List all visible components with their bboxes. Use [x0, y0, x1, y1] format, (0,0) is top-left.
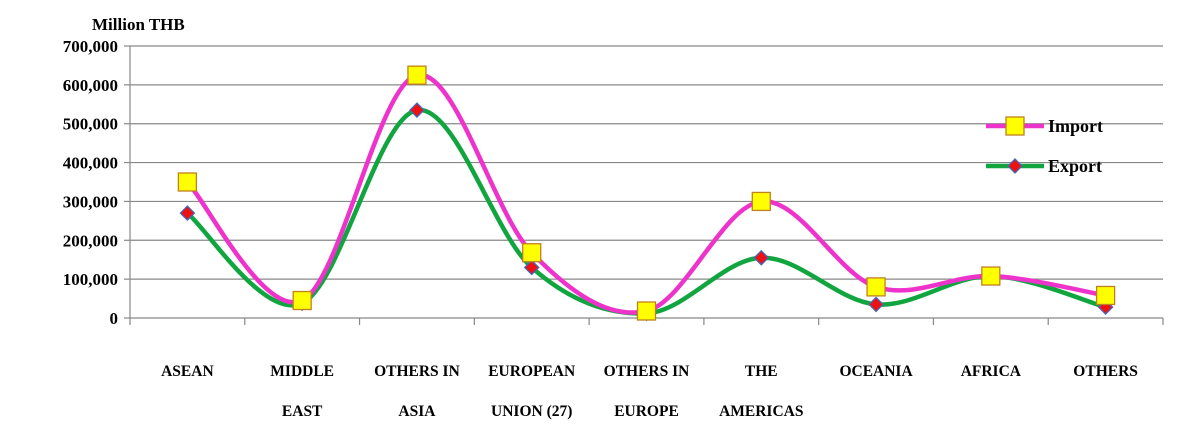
legend: Import Export — [986, 116, 1103, 176]
legend-label: Export — [1048, 156, 1102, 176]
x-tick-label-line: THE — [745, 363, 778, 380]
data-point-import — [292, 290, 312, 311]
legend-item-export: Export — [986, 156, 1102, 176]
data-point-export — [523, 259, 540, 276]
x-tick-label: OTHERS IN EUROPE — [604, 363, 690, 420]
axes — [124, 45, 1164, 325]
y-tick-label: 700,000 — [63, 37, 118, 56]
x-tick-label: EUROPEAN UNION (27) — [488, 363, 575, 420]
series-line-import — [185, 72, 1108, 315]
series-markers — [177, 65, 1116, 322]
x-tick-label-line: EUROPE — [614, 403, 679, 420]
x-tick-label: THE AMERICAS — [719, 363, 803, 420]
x-tick-label-line: UNION (27) — [491, 403, 572, 420]
x-tick-label-line: EAST — [282, 403, 323, 420]
x-axis-labels: ASEAN MIDDLE EAST OTHERS IN ASIA EUROPEAN UNIO… — [161, 363, 1138, 420]
data-point-export — [179, 205, 196, 222]
y-tick-label: 400,000 — [63, 154, 118, 173]
legend-marker — [1005, 116, 1025, 136]
x-tick-label-line: EUROPEAN — [488, 363, 575, 380]
x-tick-label-line: OTHERS — [1073, 363, 1138, 380]
data-point-export — [753, 249, 770, 266]
data-point-import — [636, 301, 657, 321]
data-point-import — [866, 277, 886, 297]
y-tick-label: 100,000 — [63, 270, 118, 289]
y-tick-label: 600,000 — [63, 76, 118, 95]
x-tick-label: AFRICA — [961, 363, 1022, 380]
y-axis-ticks: 0 100,000 200,000 300,000 400,000 500,000 600,… — [63, 37, 118, 328]
y-tick-label: 300,000 — [63, 192, 118, 211]
data-point-import — [1095, 285, 1116, 306]
data-point-export — [868, 296, 884, 313]
x-tick-label-line: AFRICA — [961, 363, 1022, 380]
x-tick-label: MIDDLE EAST — [270, 363, 334, 420]
data-point-export — [409, 102, 425, 119]
x-tick-label: OTHERS — [1073, 363, 1138, 380]
legend-item-import: Import — [986, 116, 1103, 136]
series-line-export — [185, 107, 1108, 316]
data-point-import — [751, 191, 771, 212]
x-tick-label-line: ASEAN — [161, 363, 214, 380]
x-tick-label-line: OTHERS IN — [604, 363, 690, 380]
series-lines — [185, 72, 1108, 316]
data-point-import — [407, 65, 427, 85]
y-tick-label: 0 — [110, 309, 119, 328]
legend-marker — [1007, 158, 1023, 174]
legend-label: Import — [1048, 116, 1103, 136]
x-tick-label-line: OCEANIA — [839, 363, 913, 380]
data-point-import — [981, 266, 1001, 286]
gridlines — [130, 45, 1163, 280]
data-point-import — [522, 243, 542, 263]
x-tick-label-line: AMERICAS — [719, 403, 803, 420]
x-tick-label: OCEANIA — [839, 363, 913, 380]
y-tick-label: 500,000 — [63, 115, 118, 134]
x-tick-label-line: MIDDLE — [270, 363, 334, 380]
x-tick-label-line: ASIA — [398, 403, 436, 420]
x-tick-label: OTHERS IN ASIA — [374, 363, 460, 420]
data-point-import — [177, 172, 198, 192]
x-tick-label-line: OTHERS IN — [374, 363, 460, 380]
x-tick-label: ASEAN — [161, 363, 214, 380]
y-tick-label: 200,000 — [63, 231, 118, 250]
y-axis-title: Million THB — [92, 15, 185, 34]
